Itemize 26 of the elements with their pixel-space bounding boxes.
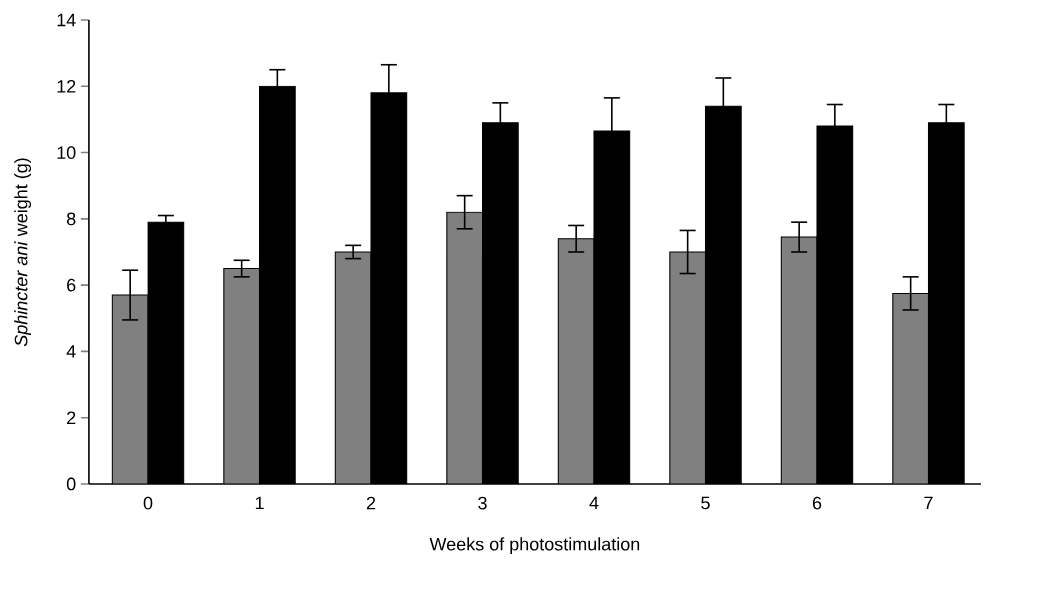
x-tick-label: 0 (143, 496, 153, 510)
bar (334, 251, 372, 484)
y-tick-label: 4 (66, 345, 76, 358)
bar (111, 294, 149, 484)
x-tick-label: 1 (255, 496, 264, 510)
bar (223, 268, 261, 484)
bar (892, 292, 930, 484)
x-tick-label: 5 (701, 496, 710, 510)
y-tick-label: 2 (67, 411, 76, 424)
y-tick-label: 14 (57, 13, 76, 27)
y-axis-title: Sphincter ani weight (g) (14, 158, 32, 347)
y-tick-label: 6 (67, 278, 76, 292)
bar (446, 211, 484, 484)
bar (669, 251, 707, 484)
x-tick-label: 3 (478, 496, 487, 510)
x-tick-label: 6 (812, 496, 822, 510)
y-tick-label: 8 (66, 212, 76, 226)
bar (780, 236, 818, 484)
x-tick-label: 4 (589, 496, 599, 510)
y-tick-label: 10 (57, 146, 76, 159)
x-tick-label: 7 (924, 496, 933, 510)
y-tick-label: 0 (66, 477, 76, 491)
x-axis-title: Weeks of photostimulation (429, 537, 640, 555)
x-tick-label: 2 (366, 496, 376, 510)
bar (557, 238, 595, 484)
y-tick-label: 12 (57, 79, 76, 93)
